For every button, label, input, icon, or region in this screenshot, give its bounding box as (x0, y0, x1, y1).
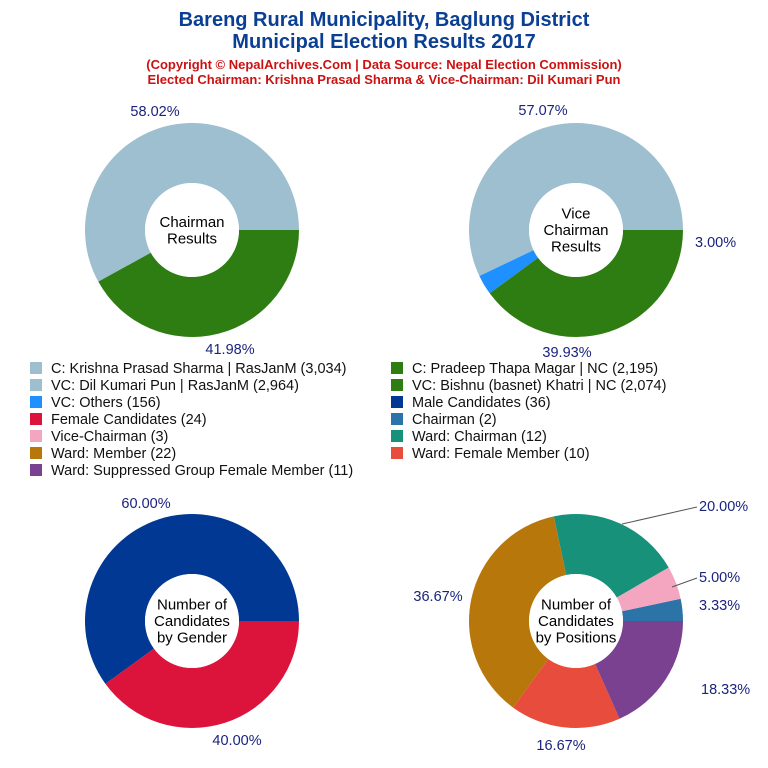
slice-percent-label: 60.00% (121, 496, 170, 512)
donut-slice (84, 122, 300, 282)
legend-swatch (30, 413, 42, 425)
donut-slice (98, 230, 299, 337)
donut-slice (84, 513, 299, 684)
legend-item: VC: Others (156) (30, 395, 161, 411)
donut-slice (553, 514, 669, 598)
legend-label: VC: Bishnu (basnet) Khatri | NC (2,074) (412, 378, 667, 394)
legend-swatch (391, 430, 403, 442)
donut-hole (145, 183, 239, 277)
slice-percent-label: 3.00% (695, 235, 736, 251)
legend-swatch (30, 362, 42, 374)
donut-center-label: Vice (562, 206, 591, 223)
slice-percent-label: 18.33% (701, 682, 750, 698)
slice-percent-label: 5.00% (699, 570, 740, 586)
legend-item: Ward: Female Member (10) (391, 446, 590, 462)
legend-swatch (391, 379, 403, 391)
chart-title-line1: Bareng Rural Municipality, Baglung Distr… (178, 9, 590, 31)
legend-swatch (30, 430, 42, 442)
donut-slice (621, 598, 683, 621)
donut-slice (616, 567, 681, 612)
legend-item: Ward: Member (22) (30, 446, 176, 462)
legend-swatch (30, 464, 42, 476)
legend-item: Vice-Chairman (3) (30, 429, 168, 445)
slice-percent-label: 57.07% (518, 103, 567, 119)
legend-label: C: Pradeep Thapa Magar | NC (2,195) (412, 361, 659, 377)
slice-percent-label: 58.02% (130, 104, 179, 120)
legend-label: Ward: Suppressed Group Female Member (11… (51, 463, 354, 479)
legend-swatch (391, 447, 403, 459)
donut-hole (145, 574, 239, 668)
legend-item: Ward: Chairman (12) (391, 429, 547, 445)
donut-slice (479, 250, 539, 294)
subtitle-copyright: (Copyright © NepalArchives.Com | Data So… (146, 57, 622, 72)
donut-center-label: Candidates (154, 613, 230, 630)
donut-center-label: Number of (157, 597, 228, 614)
leader-line (621, 506, 698, 525)
legend-label: C: Krishna Prasad Sharma | RasJanM (3,03… (51, 361, 347, 377)
legend-label: Ward: Female Member (10) (412, 446, 590, 462)
slice-percent-label: 40.00% (212, 733, 261, 749)
slice-percent-label: 36.67% (413, 589, 462, 605)
legend-item: C: Krishna Prasad Sharma | RasJanM (3,03… (30, 361, 347, 377)
legend-item: C: Pradeep Thapa Magar | NC (2,195) (391, 361, 658, 377)
legend-swatch (391, 413, 403, 425)
donut-center-label: by Gender (157, 630, 227, 647)
legend-item: VC: Dil Kumari Pun | RasJanM (2,964) (30, 378, 299, 394)
slice-percent-label: 3.33% (699, 598, 740, 614)
donut-hole (529, 574, 623, 668)
legend-swatch (30, 379, 42, 391)
slice-percent-label: 16.67% (536, 738, 585, 754)
chart-title-line2: Municipal Election Results 2017 (232, 31, 536, 53)
donut-center-label: by Positions (536, 630, 617, 647)
donut-center-label: Chairman (543, 222, 608, 239)
legend-item: VC: Bishnu (basnet) Khatri | NC (2,074) (391, 378, 666, 394)
legend-label: Vice-Chairman (3) (51, 429, 169, 445)
legend-label: Ward: Chairman (12) (412, 429, 547, 445)
legend-label: Ward: Member (22) (51, 446, 177, 462)
legend-label: VC: Dil Kumari Pun | RasJanM (2,964) (51, 378, 299, 394)
donut-center-label: Chairman (159, 214, 224, 231)
donut-center-label: Results (551, 239, 601, 256)
donut-slice (469, 516, 567, 708)
donut-slice (595, 621, 683, 719)
legend-swatch (391, 396, 403, 408)
donut-center-label: Number of (541, 597, 612, 614)
slice-percent-label: 39.93% (542, 345, 591, 361)
legend-swatch (30, 396, 42, 408)
legend-item: Chairman (2) (391, 412, 497, 428)
slice-percent-label: 41.98% (205, 342, 254, 358)
legend-swatch (30, 447, 42, 459)
donut-slice (513, 659, 620, 728)
legend-item: Male Candidates (36) (391, 395, 551, 411)
legend-item: Female Candidates (24) (30, 412, 207, 428)
legend-label: VC: Others (156) (51, 395, 161, 411)
legend-label: Female Candidates (24) (51, 412, 207, 428)
slice-percent-label: 20.00% (699, 499, 748, 515)
donut-slice (489, 230, 683, 337)
legend-item: Ward: Suppressed Group Female Member (11… (30, 463, 353, 479)
donut-center-label: Results (167, 230, 217, 247)
legend-label: Male Candidates (36) (412, 395, 551, 411)
donut-center-label: Candidates (538, 613, 614, 630)
donut-hole (529, 183, 623, 277)
legend-label: Chairman (2) (412, 412, 497, 428)
legend-swatch (391, 362, 403, 374)
subtitle-elected: Elected Chairman: Krishna Prasad Sharma … (147, 72, 621, 87)
donut-slice (105, 621, 299, 728)
donut-slice (468, 122, 683, 276)
leader-line (671, 577, 698, 588)
